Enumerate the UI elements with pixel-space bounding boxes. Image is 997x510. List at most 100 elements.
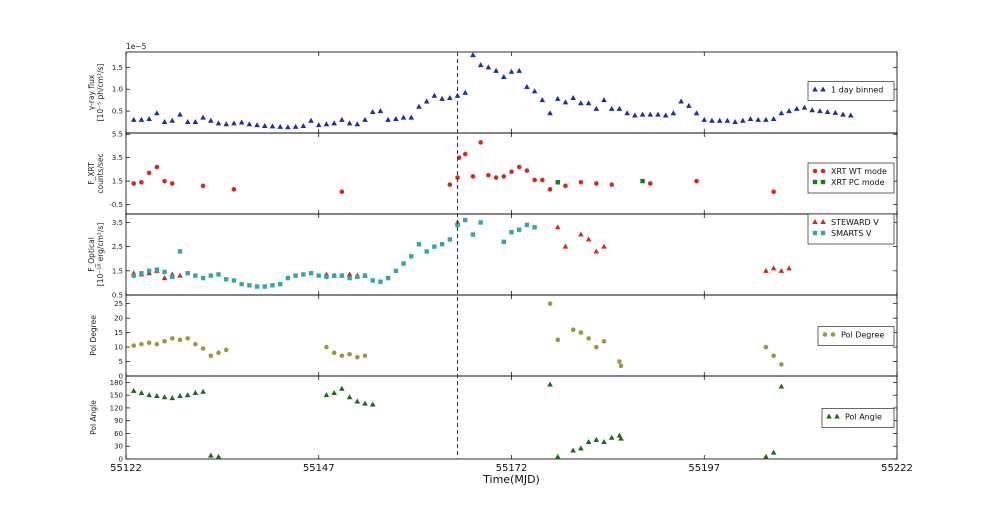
legend-marker: [826, 413, 832, 419]
data-point: [170, 274, 175, 280]
data-point: [162, 338, 167, 344]
data-point: [331, 273, 337, 278]
y-tick-label: 60: [114, 430, 123, 438]
data-point: [162, 178, 167, 184]
series-smarts-v: [131, 217, 537, 289]
data-point: [485, 64, 492, 70]
data-point: [354, 121, 361, 127]
data-point: [177, 393, 183, 399]
data-point: [578, 231, 584, 237]
data-point: [778, 383, 785, 389]
data-point: [555, 337, 561, 343]
data-point: [177, 272, 183, 278]
data-point: [678, 98, 684, 104]
legend: XRT WT mode XRT PC mode: [807, 162, 895, 194]
data-point: [292, 123, 299, 129]
data-point: [362, 273, 368, 278]
data-point: [200, 183, 206, 189]
x-tick-label: 55222: [881, 463, 913, 474]
y-tick-label: 1.0: [112, 86, 123, 94]
data-point: [146, 340, 152, 346]
data-point: [293, 273, 298, 278]
data-point: [547, 110, 553, 116]
data-point: [493, 175, 499, 180]
data-point: [509, 169, 514, 175]
data-point: [532, 177, 537, 183]
data-point: [139, 180, 144, 185]
legend-entry-label: 1 day binned: [831, 86, 883, 95]
data-point: [693, 110, 700, 116]
data-point: [146, 268, 152, 274]
y-axis-label: F_XRTcounts/sec: [87, 153, 105, 193]
data-point: [763, 116, 769, 122]
data-point: [455, 222, 460, 228]
y-tick-label: 1.5: [112, 64, 123, 72]
data-point: [670, 110, 677, 116]
data-point: [608, 434, 615, 440]
data-point: [416, 242, 422, 247]
panel-2: -0.51.53.55.5F_XRTcounts/sec XRT WT modeX…: [87, 131, 898, 215]
x-tick-label: 55197: [688, 463, 720, 474]
data-point: [594, 181, 599, 186]
data-point: [524, 168, 530, 173]
data-point: [501, 174, 507, 179]
legend-marker: [812, 179, 818, 185]
data-point: [200, 275, 206, 281]
data-point: [285, 275, 291, 281]
data-point: [793, 105, 800, 111]
data-point: [824, 108, 831, 114]
data-point: [192, 390, 199, 396]
data-point: [377, 108, 384, 114]
data-point: [500, 73, 507, 79]
x-tick-label: 55122: [110, 463, 142, 474]
y-tick-label: -0.5: [109, 201, 123, 209]
data-point: [547, 381, 553, 387]
data-point: [578, 180, 584, 185]
data-point: [593, 105, 600, 111]
data-point: [501, 239, 506, 245]
y-axis-label: γ-ray flux[10⁻⁵ ph/cm²/s]: [87, 64, 105, 122]
data-point: [200, 388, 206, 394]
data-point: [439, 95, 445, 101]
data-point: [532, 225, 537, 230]
y-tick-label: 3.5: [112, 219, 123, 227]
y-axis-label: Pol Degree: [89, 315, 98, 356]
data-point: [486, 172, 491, 178]
data-point: [640, 178, 645, 184]
data-point: [369, 401, 376, 407]
data-point: [639, 111, 646, 117]
data-point: [770, 449, 777, 455]
data-point: [154, 164, 160, 170]
series-steward-v: [130, 219, 792, 281]
data-point: [192, 119, 199, 125]
data-point: [562, 99, 569, 105]
data-point: [339, 189, 345, 194]
y-tick-label: 25: [114, 300, 123, 308]
data-point: [231, 278, 237, 283]
data-point: [477, 62, 484, 68]
data-point: [216, 272, 221, 277]
data-point: [177, 249, 183, 254]
x-tick-label: 55147: [303, 463, 335, 474]
data-point: [447, 94, 453, 100]
data-point: [508, 68, 515, 74]
data-point: [193, 341, 198, 347]
legend-entry-label: XRT PC mode: [831, 178, 885, 187]
y-axis-label: Pol Angle: [89, 400, 98, 435]
data-point: [154, 267, 160, 272]
y-axis-label-line: [10⁻⁵ ph/cm²/s]: [96, 64, 105, 122]
data-point: [301, 272, 306, 277]
data-point: [169, 117, 176, 123]
data-point: [709, 117, 715, 123]
data-point: [516, 67, 523, 73]
data-point: [331, 120, 337, 126]
data-point: [431, 92, 438, 98]
series-xrt-pc-mode: [555, 178, 645, 185]
legend-marker: [820, 230, 826, 236]
data-point: [509, 229, 514, 235]
y-tick-label: 1.5: [112, 267, 123, 275]
y-tick-label: 10: [114, 344, 123, 352]
data-point: [531, 88, 538, 94]
legend-entry-label: Pol Degree: [841, 331, 884, 340]
data-point: [331, 350, 337, 356]
